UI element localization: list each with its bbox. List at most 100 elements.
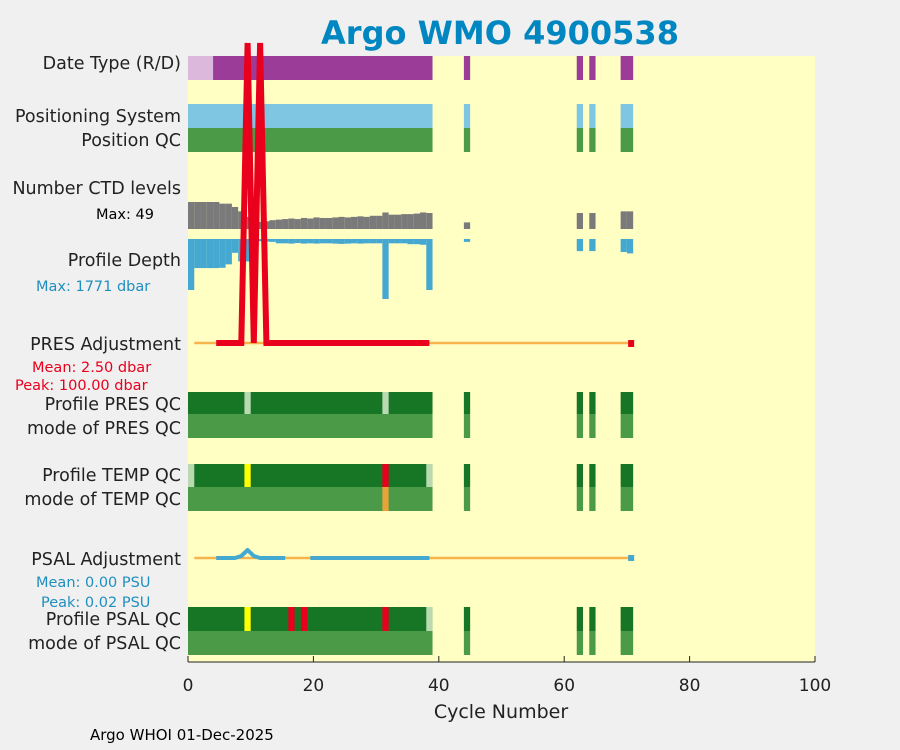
ctd-level-bar — [620, 211, 627, 229]
profile-psal-qc-flag-cell — [288, 607, 295, 631]
mode-temp-qc-flag-cell — [382, 487, 389, 511]
ctd-max-annotation: Max: 49 — [96, 207, 154, 223]
ctd-level-bar — [407, 214, 414, 229]
mode-psal-qc-cell — [188, 631, 433, 655]
profile-psal-qc-cell — [620, 607, 634, 631]
profile-temp-qc-cell — [463, 464, 471, 487]
positioning-system-cell — [620, 104, 634, 128]
mode-temp-qc-cell — [576, 487, 584, 511]
ctd-level-bar — [200, 202, 207, 229]
pres-adjustment-point — [628, 340, 635, 347]
x-axis: 0 20 40 60 80 100 — [183, 656, 831, 696]
ctd-level-bar — [288, 218, 295, 229]
pres-peak-annotation: Peak: 100.00 dbar — [15, 378, 148, 394]
ctd-level-bar — [219, 203, 226, 229]
ctd-level-bar — [401, 214, 408, 229]
date-type-cell — [188, 56, 433, 80]
date-type-realtime-cell — [188, 56, 214, 80]
chart-marks — [188, 42, 635, 655]
label-mode-psal-qc: mode of PSAL QC — [28, 634, 181, 654]
profile-pres-qc-cell — [576, 392, 584, 414]
profile-depth-bar — [188, 239, 195, 290]
mode-pres-qc-cell — [188, 414, 433, 438]
label-pres-adjustment: PRES Adjustment — [30, 335, 181, 355]
profile-depth-bar — [376, 239, 383, 244]
label-date-type: Date Type (R/D) — [43, 54, 181, 74]
profile-temp-qc-flag-cell — [188, 464, 195, 487]
profile-depth-bar — [282, 239, 289, 244]
ctd-level-bar — [351, 216, 358, 229]
label-number-ctd-levels: Number CTD levels — [12, 179, 181, 199]
position-qc-cell — [589, 128, 596, 152]
label-profile-depth: Profile Depth — [68, 251, 181, 271]
psal-peak-annotation: Peak: 0.02 PSU — [41, 595, 150, 611]
profile-depth-bar — [463, 239, 471, 242]
ctd-level-bar — [382, 212, 389, 229]
ctd-level-bar — [294, 219, 301, 229]
ctd-level-bar — [413, 213, 420, 229]
position-qc-cell — [188, 128, 433, 152]
date-type-cell — [463, 56, 471, 80]
ctd-level-bar — [325, 217, 333, 229]
profile-depth-bar — [369, 239, 377, 244]
psal-mean-annotation: Mean: 0.00 PSU — [36, 575, 150, 591]
ctd-level-bar — [388, 214, 395, 229]
position-qc-cell — [576, 128, 584, 152]
ctd-level-bar — [576, 213, 584, 229]
profile-pres-qc-cell — [620, 392, 634, 414]
mode-pres-qc-cell — [620, 414, 634, 438]
ctd-level-bar — [344, 217, 352, 229]
profile-depth-bar — [357, 239, 364, 244]
ctd-level-bar — [282, 219, 289, 229]
ctd-level-bar — [363, 216, 370, 229]
ctd-level-bar — [275, 219, 283, 229]
label-profile-psal-qc: Profile PSAL QC — [46, 610, 181, 630]
ctd-level-bar — [332, 217, 339, 229]
label-profile-pres-qc: Profile PRES QC — [45, 395, 181, 415]
x-tick-label: 100 — [799, 676, 831, 696]
mode-temp-qc-cell — [463, 487, 471, 511]
mode-psal-qc-cell — [589, 631, 596, 655]
mode-psal-qc-cell — [576, 631, 584, 655]
profile-depth-bar — [589, 239, 596, 252]
profile-depth-bar — [338, 239, 345, 244]
profile-psal-qc-flag-cell — [244, 607, 251, 631]
profile-temp-qc-cell — [188, 464, 433, 487]
profile-pres-qc-flag-cell — [244, 392, 251, 414]
profile-depth-bar — [325, 239, 333, 244]
ctd-level-bar — [394, 214, 402, 229]
profile-depth-bar — [244, 239, 251, 262]
profile-psal-qc-cell — [188, 607, 433, 631]
ctd-level-bar — [589, 213, 596, 229]
profile-temp-qc-cell — [576, 464, 584, 487]
profile-depth-bar — [332, 239, 339, 244]
date-type-cell — [576, 56, 584, 80]
plot-background — [188, 56, 815, 662]
label-position-qc: Position QC — [81, 131, 181, 151]
profile-depth-bar — [269, 239, 276, 242]
profile-depth-bar — [256, 239, 264, 242]
label-mode-pres-qc: mode of PRES QC — [27, 419, 181, 439]
ctd-level-bar — [194, 202, 201, 229]
x-tick-label: 80 — [679, 676, 701, 696]
profile-depth-bar — [300, 239, 308, 244]
profile-depth-bar — [307, 239, 314, 244]
x-tick-label: 0 — [183, 676, 194, 696]
mode-psal-qc-cell — [620, 631, 634, 655]
profile-depth-bar — [363, 239, 370, 244]
profile-depth-bar — [351, 239, 358, 244]
mode-temp-qc-cell — [620, 487, 634, 511]
profile-temp-qc-flag-cell — [244, 464, 251, 487]
position-qc-cell — [463, 128, 471, 152]
profile-temp-qc-cell — [589, 464, 596, 487]
ctd-level-bar — [213, 202, 220, 229]
profile-psal-qc-flag-cell — [300, 607, 308, 631]
positioning-system-cell — [576, 104, 584, 128]
pres-mean-annotation: Mean: 2.50 dbar — [32, 360, 151, 376]
mode-pres-qc-cell — [589, 414, 596, 438]
label-profile-temp-qc: Profile TEMP QC — [42, 466, 181, 486]
profile-depth-bar — [231, 239, 239, 253]
depth-max-annotation: Max: 1771 dbar — [36, 279, 150, 295]
ctd-level-bar — [206, 202, 214, 229]
pres-adjustment-line — [216, 42, 430, 346]
